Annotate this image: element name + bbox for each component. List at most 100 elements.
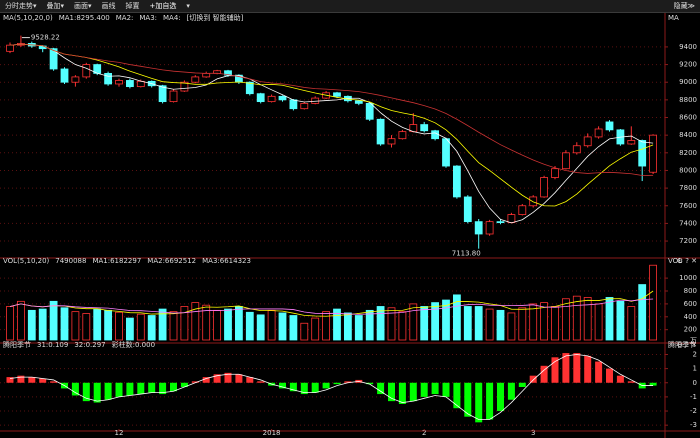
candle-body [540, 177, 548, 198]
toolbar-button[interactable]: 画面▾ [74, 2, 92, 10]
indicator-bar [170, 382, 177, 392]
candle-body [49, 48, 58, 70]
volume-bar [638, 284, 647, 341]
indicator-bar [431, 382, 439, 395]
candle-body [245, 81, 254, 95]
volume-bar [594, 303, 603, 341]
legend-entry: MA4: [163, 14, 181, 22]
indicator-bar [486, 382, 494, 420]
candle-body [180, 81, 189, 92]
volume-bar [485, 308, 494, 341]
volume-bar [616, 300, 625, 341]
volume-bar [452, 294, 461, 341]
y-tick-label: 7600 [679, 202, 697, 210]
volume-bar [104, 309, 112, 341]
indicator-bar [246, 377, 254, 383]
indicator-bar [507, 382, 515, 400]
candle-body [300, 102, 309, 110]
indicator-bar [6, 377, 14, 383]
candle-body [202, 72, 211, 78]
indicator-bar [224, 372, 232, 383]
y-tick-label: 9400 [679, 43, 697, 51]
candle-body [191, 76, 200, 83]
ma-line [9, 43, 654, 224]
candle-body [431, 130, 440, 140]
candle-body [594, 128, 603, 138]
legend-entry: 32:0.297 [74, 341, 105, 349]
candle-body [6, 44, 14, 52]
volume-bar [126, 317, 134, 341]
volume-bar [180, 306, 189, 341]
hide-button[interactable]: 隐藏≫ [673, 2, 695, 10]
candle-body [638, 140, 647, 167]
indicator-bar [180, 382, 188, 387]
toolbar-button[interactable]: 画线 [101, 2, 116, 10]
indicator-bar [366, 382, 374, 385]
indicator-bar [606, 368, 613, 383]
indicator-bar [464, 382, 472, 417]
indicator-bar [191, 381, 199, 383]
indicator-bar [289, 382, 297, 392]
indicator-bar [497, 382, 504, 412]
indicator-bar [213, 374, 221, 383]
indicator-bar [573, 353, 581, 383]
volume-bar [463, 306, 472, 341]
volume-bar [115, 311, 123, 341]
candle-body [485, 221, 494, 235]
y-tick-label: 7800 [679, 184, 697, 192]
y-tick-label: -1 [690, 393, 697, 401]
indicator-bar [82, 382, 90, 402]
volume-bar [6, 306, 14, 341]
indicator-bar [202, 377, 210, 383]
volume-bar [551, 306, 559, 341]
unit-label: 万 [690, 337, 697, 345]
x-tick-label: 12 [115, 429, 124, 437]
candle-body [333, 92, 341, 97]
high-label: 9528.22 [31, 34, 60, 42]
y-tick-label: -3 [690, 421, 697, 429]
candle-body [398, 131, 407, 140]
toolbar-button[interactable]: 分时走势▾ [5, 2, 37, 10]
volume-bar [93, 308, 102, 341]
volume-bar [518, 307, 527, 341]
toolbar-button[interactable]: ▾ [186, 2, 190, 10]
y-tick-label: 600 [684, 300, 697, 308]
candle-body [278, 95, 287, 101]
indicator-bar [409, 382, 417, 402]
indicator-bar [279, 382, 286, 389]
candle-body [420, 124, 429, 132]
candle-body [71, 76, 80, 83]
indicator-bar [126, 382, 134, 396]
y-tick-label: 7400 [679, 219, 697, 227]
indicator-bar [137, 382, 145, 395]
indicator-bar [333, 382, 341, 385]
volume-bar [224, 308, 232, 341]
toolbar-button[interactable]: 叠加▾ [46, 2, 65, 10]
legend-entry: MA2: [116, 14, 134, 22]
candle-body [387, 138, 396, 145]
volume-bar [245, 311, 254, 341]
volume-bar [365, 309, 374, 341]
indicator-bar [104, 382, 112, 400]
indicator-bar [584, 355, 592, 383]
indicator-bar [71, 382, 79, 396]
y-tick-label: 200 [684, 326, 697, 334]
volume-bar [191, 302, 200, 341]
volume-bar [376, 306, 385, 341]
indicator-bar [93, 382, 101, 403]
indicator-bar [148, 382, 156, 393]
volume-bar [278, 312, 287, 341]
candle-body [627, 140, 636, 145]
indicator-bar [475, 382, 483, 423]
panel-icons[interactable]: ⚙ ? ✕ [677, 341, 697, 349]
panel-icons[interactable]: ⚙ ? ✕ [677, 257, 697, 265]
candle-body [104, 72, 112, 85]
toolbar-button[interactable]: 掉置 [125, 2, 140, 10]
toolbar-button[interactable]: +加自选 [149, 2, 177, 10]
candle-body [82, 64, 91, 78]
y-tick-label: 2 [693, 350, 697, 358]
volume-bar [300, 322, 309, 341]
candle-body [365, 102, 374, 120]
candle-body [354, 100, 363, 104]
